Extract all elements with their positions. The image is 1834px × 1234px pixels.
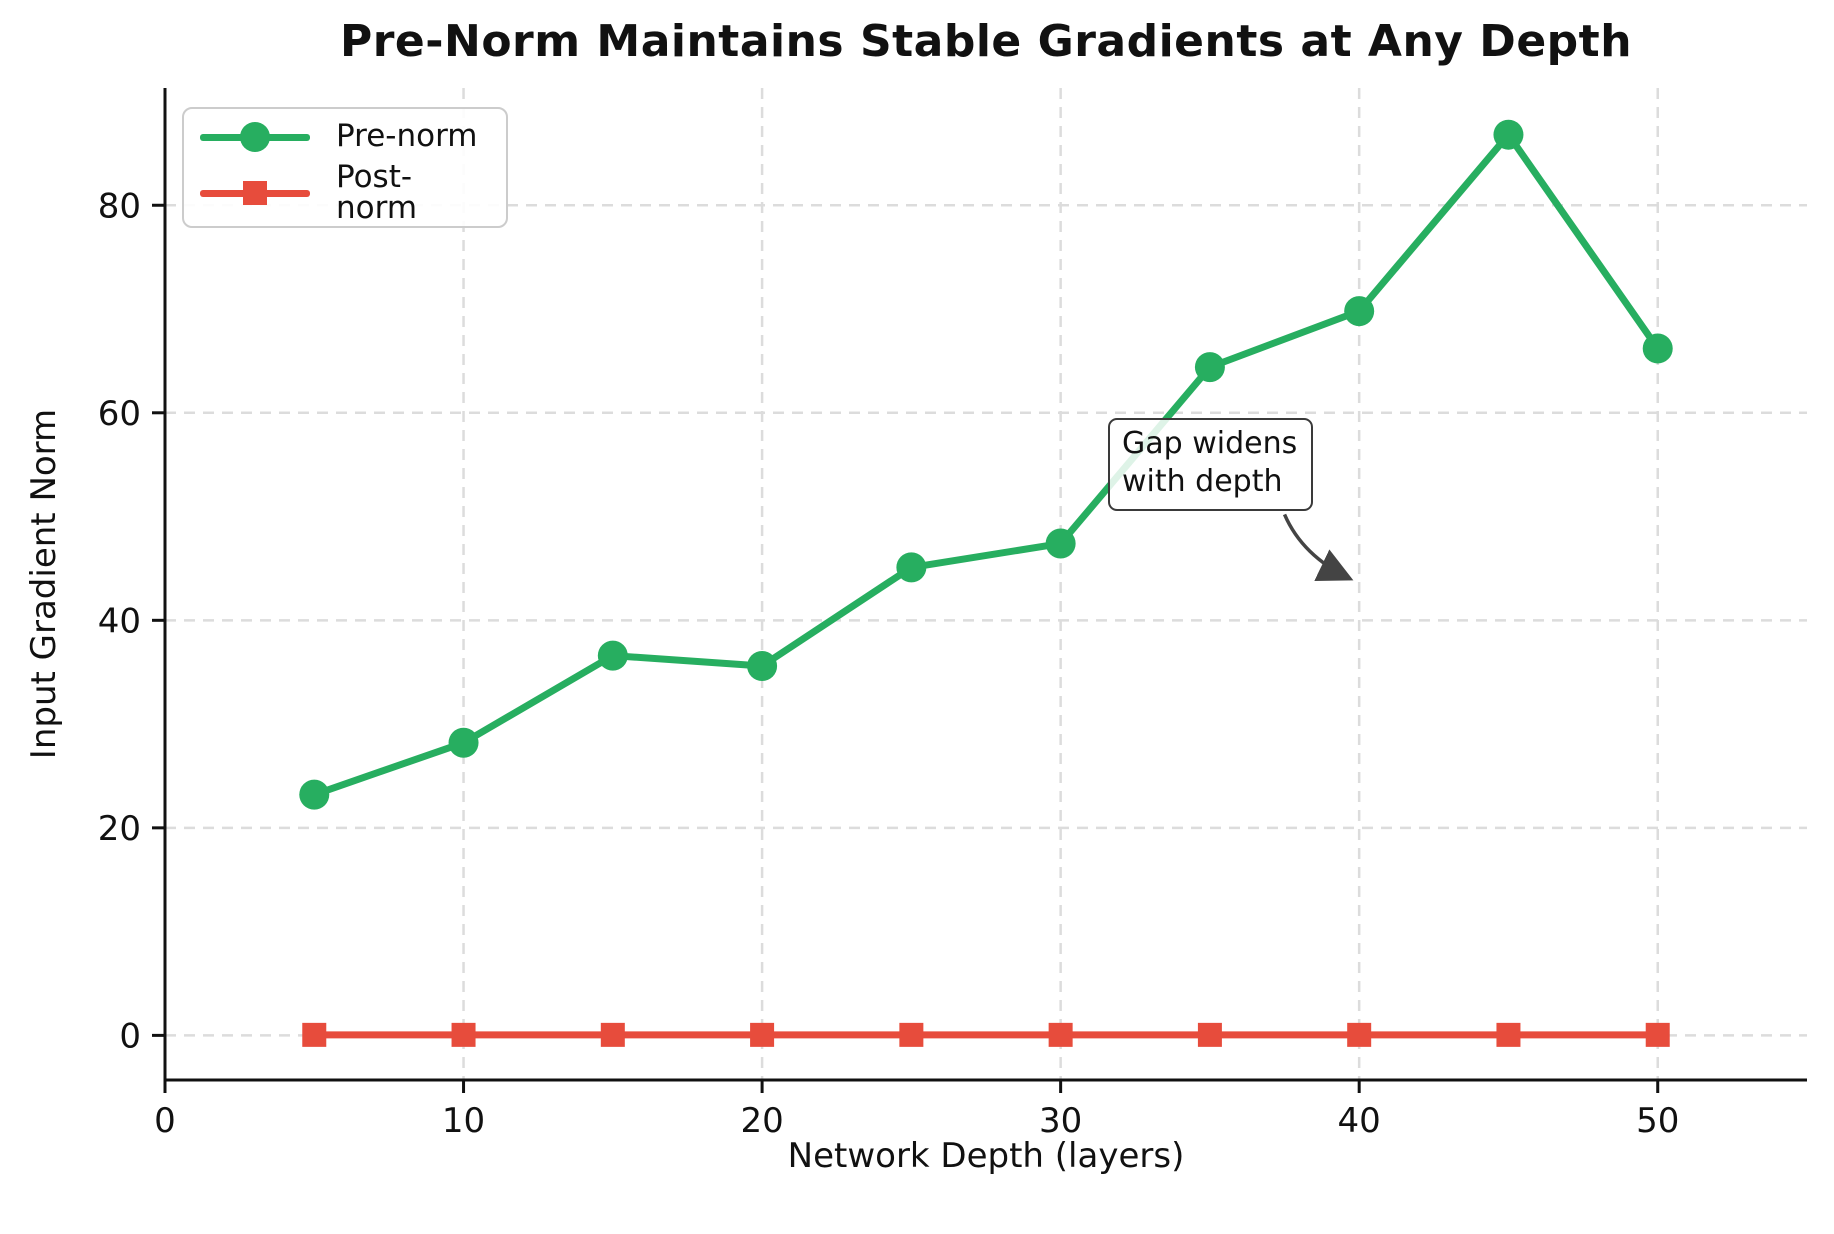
x-axis-label: Network Depth (layers) [787, 1136, 1185, 1176]
x-tick-label: 40 [1338, 1101, 1381, 1141]
data-point-post-norm [451, 1022, 476, 1047]
data-point-pre-norm [1642, 333, 1673, 364]
data-point-pre-norm [747, 650, 778, 681]
data-point-post-norm [302, 1022, 327, 1047]
data-point-post-norm [1645, 1022, 1670, 1047]
pre-norm-circle-marker-icon [240, 121, 270, 152]
annotation-line-1: Gap widens [1122, 426, 1298, 461]
pre-norm-sample [200, 121, 310, 152]
annotation-arrow [1282, 513, 1354, 582]
data-point-post-norm [1496, 1022, 1521, 1047]
legend-label-post-norm: Post-norm [336, 159, 418, 226]
x-tick-label: 20 [740, 1101, 783, 1141]
y-tick-label: 60 [98, 394, 141, 434]
data-point-post-norm [750, 1022, 775, 1047]
post-norm-sample [200, 178, 310, 208]
series-line-pre-norm [310, 131, 1662, 799]
y-tick-label: 80 [98, 186, 141, 226]
post-norm-square-marker-icon [243, 181, 267, 205]
data-point-post-norm [600, 1022, 625, 1047]
y-tick-label: 40 [98, 601, 141, 641]
data-point-pre-norm [896, 552, 927, 583]
x-tick-label: 10 [442, 1101, 485, 1141]
data-point-pre-norm [299, 779, 330, 810]
legend-label-pre-norm: Pre-norm [336, 118, 478, 154]
data-point-pre-norm [1045, 528, 1076, 559]
annotation-line-2: with depth [1122, 464, 1283, 500]
chart-title: Pre-Norm Maintains Stable Gradients at A… [339, 16, 1633, 67]
x-tick-label: 30 [1039, 1101, 1082, 1141]
data-point-post-norm [1197, 1022, 1222, 1047]
y-axis-label: Input Gradient Norm [24, 408, 64, 760]
annotation-box: Gap widens with depth [1108, 418, 1314, 511]
data-point-pre-norm [1493, 119, 1524, 150]
data-point-pre-norm [597, 640, 628, 671]
data-point-pre-norm [1344, 296, 1375, 327]
legend-item-post-norm: Post-norm [200, 162, 490, 224]
data-point-post-norm [1347, 1022, 1372, 1047]
data-point-pre-norm [1194, 352, 1225, 383]
legend: Pre-norm Post-norm [182, 107, 508, 228]
legend-item-pre-norm: Pre-norm [200, 121, 490, 152]
x-tick-label: 0 [154, 1101, 176, 1141]
data-point-post-norm [899, 1022, 924, 1047]
y-tick-label: 0 [119, 1016, 141, 1056]
data-point-pre-norm [448, 727, 479, 758]
y-tick-label: 20 [98, 809, 141, 849]
x-tick-label: 50 [1636, 1101, 1679, 1141]
data-point-post-norm [1048, 1022, 1073, 1047]
